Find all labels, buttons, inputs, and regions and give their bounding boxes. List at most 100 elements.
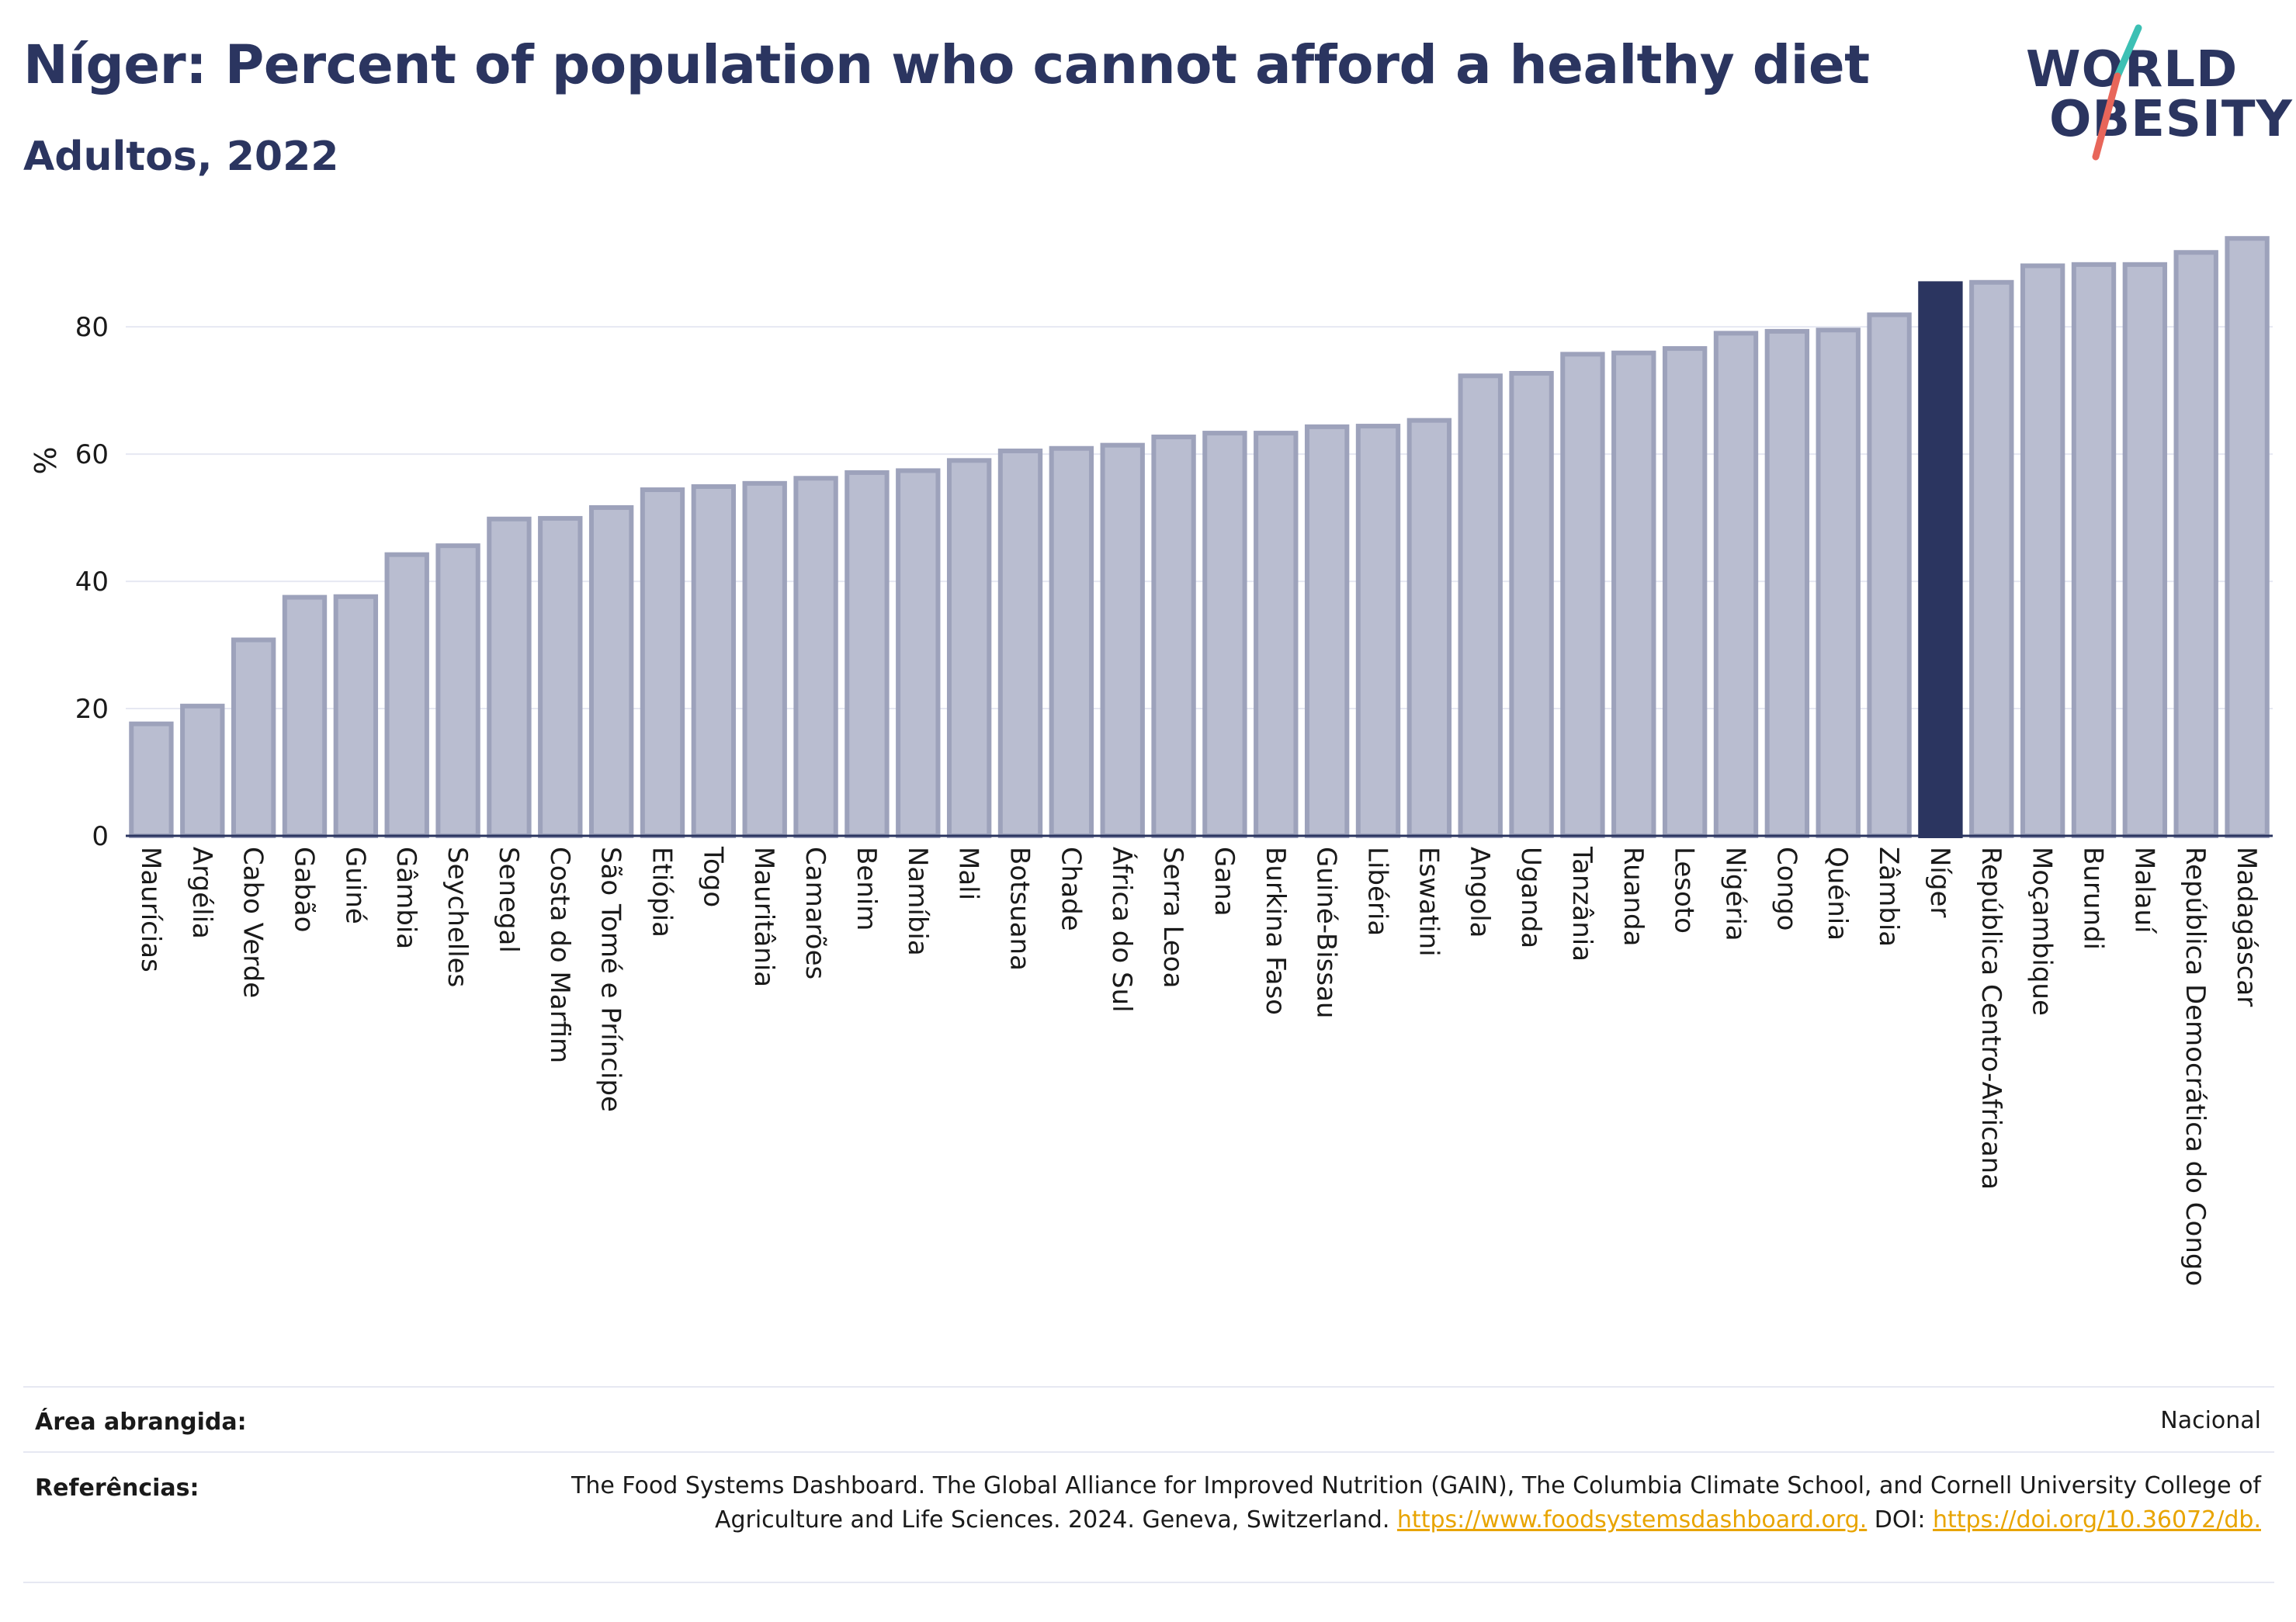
y-tick-label: 20 bbox=[75, 694, 109, 725]
x-tick-label: Cabo Verde bbox=[238, 847, 269, 998]
chart-title: Níger: Percent of population who cannot … bbox=[23, 34, 1870, 96]
x-tick-label: Níger bbox=[1924, 847, 1955, 917]
logo-line-2: OBESITY bbox=[2049, 91, 2293, 148]
x-tick-label: Mali bbox=[953, 847, 984, 900]
bar bbox=[1764, 328, 1810, 838]
y-tick-label: 0 bbox=[92, 821, 109, 852]
y-tick-label: 60 bbox=[75, 439, 109, 470]
x-tick-label: Lesoto bbox=[1669, 847, 1700, 934]
coverage-value: Nacional bbox=[2160, 1407, 2261, 1434]
x-tick-label: Nigéria bbox=[1720, 847, 1751, 941]
bar bbox=[1509, 371, 1554, 838]
footer-divider-top bbox=[23, 1386, 2274, 1388]
x-tick-label: Uganda bbox=[1515, 847, 1546, 948]
x-tick-label: Tanzânia bbox=[1566, 846, 1597, 962]
x-tick-label: Moçambique bbox=[2027, 847, 2058, 1016]
bar bbox=[2071, 262, 2117, 838]
x-tick-label: Libéria bbox=[1362, 847, 1393, 936]
y-tick-label: 80 bbox=[75, 312, 109, 343]
x-tick-label: Argélia bbox=[186, 847, 217, 939]
bar bbox=[896, 468, 941, 838]
bar bbox=[1611, 350, 1656, 838]
logo-slash-icon bbox=[2092, 24, 2142, 161]
bar bbox=[845, 470, 890, 838]
bar bbox=[742, 480, 787, 838]
x-tick-label: Serra Leoa bbox=[1157, 847, 1188, 988]
world-obesity-logo: WORLD OBESITY bbox=[2026, 23, 2292, 163]
x-tick-label: Guiné-Bissau bbox=[1311, 847, 1342, 1018]
bar bbox=[435, 543, 480, 838]
x-tick-label: Ruanda bbox=[1618, 847, 1649, 946]
bar bbox=[2020, 263, 2065, 838]
footer-divider-middle bbox=[23, 1451, 2274, 1453]
bar bbox=[946, 458, 992, 838]
references-doi-label: DOI: bbox=[1874, 1506, 1926, 1534]
bar bbox=[1662, 346, 1708, 838]
bar bbox=[1202, 431, 1247, 838]
references-block: The Food Systems Dashboard. The Global A… bbox=[476, 1469, 2261, 1537]
x-tick-label: Angola bbox=[1464, 847, 1495, 938]
bar bbox=[487, 516, 532, 838]
bar bbox=[1458, 373, 1503, 838]
bar bbox=[282, 594, 328, 838]
x-tick-label: Guiné bbox=[339, 847, 370, 924]
x-tick-label: Gana bbox=[1209, 847, 1240, 917]
x-tick-label: Quénia bbox=[1822, 847, 1853, 941]
x-tick-label: Maurícias bbox=[135, 847, 166, 972]
bar bbox=[691, 483, 737, 838]
bar bbox=[1304, 424, 1350, 838]
bar bbox=[1867, 312, 1912, 838]
x-tick-label: Madagáscar bbox=[2231, 847, 2262, 1007]
bar bbox=[1969, 279, 2014, 838]
bar bbox=[640, 487, 685, 838]
y-tick-label: 40 bbox=[75, 567, 109, 598]
bar bbox=[231, 637, 276, 838]
references-link-dashboard[interactable]: https://www.foodsystemsdashboard.org. bbox=[1396, 1506, 1868, 1534]
x-tick-label: República Democrática do Congo bbox=[2180, 847, 2211, 1286]
chart-subtitle: Adultos, 2022 bbox=[23, 133, 339, 180]
bar-highlight bbox=[1918, 281, 1963, 838]
references-link-doi[interactable]: https://doi.org/10.36072/db. bbox=[1933, 1506, 2261, 1534]
x-tick-label: República Centro-Africana bbox=[1975, 847, 2006, 1190]
x-tick-label: Botsuana bbox=[1004, 847, 1035, 971]
x-tick-label: Togo bbox=[697, 846, 728, 907]
footer-divider-bottom bbox=[23, 1582, 2274, 1583]
x-tick-label: Gâmbia bbox=[390, 847, 421, 949]
coverage-label: Área abrangida: bbox=[35, 1409, 247, 1436]
x-tick-label: Camarões bbox=[799, 847, 831, 979]
bar bbox=[333, 594, 379, 839]
logo-line-1: WORLD bbox=[2026, 41, 2239, 99]
bar bbox=[1816, 328, 1861, 838]
bar-chart: 0 20 40 60 80% Maurícias Argélia Cabo Verde Gabã… bbox=[29, 236, 2273, 1286]
x-tick-label: Congo bbox=[1771, 847, 1802, 931]
x-tick-label: Mauritânia bbox=[748, 847, 779, 987]
x-tick-label: Senegal bbox=[493, 847, 524, 953]
bar bbox=[538, 515, 583, 838]
x-tick-label: Benim bbox=[851, 847, 882, 931]
x-tick-label: Burundi bbox=[2078, 847, 2109, 950]
bar bbox=[2173, 250, 2218, 839]
bar bbox=[2122, 262, 2168, 838]
bar bbox=[1049, 445, 1094, 838]
bar bbox=[1713, 331, 1759, 839]
bar bbox=[180, 703, 225, 839]
x-tick-label: Eswatini bbox=[1413, 847, 1444, 957]
x-tick-label: São Tomé e Príncipe bbox=[595, 847, 626, 1112]
x-tick-label: Zâmbia bbox=[1873, 847, 1904, 947]
x-tick-label: Malauí bbox=[2128, 847, 2159, 934]
x-tick-label: Seychelles bbox=[442, 847, 473, 987]
bar bbox=[997, 449, 1043, 838]
x-tick-label: Namíbia bbox=[902, 847, 933, 956]
x-tick-label: Costa do Marfim bbox=[544, 847, 575, 1063]
bar bbox=[1560, 352, 1605, 838]
bar bbox=[2225, 236, 2270, 838]
y-axis-label: % bbox=[29, 446, 63, 474]
x-tick-label: Burkina Faso bbox=[1260, 847, 1291, 1015]
x-tick-label: Chade bbox=[1055, 847, 1086, 931]
x-tick-label: Gabão bbox=[289, 847, 320, 932]
bar bbox=[1406, 418, 1452, 839]
x-tick-label: Etiópia bbox=[647, 847, 678, 938]
references-label: Referências: bbox=[35, 1475, 199, 1502]
bar bbox=[129, 721, 174, 839]
bar bbox=[1100, 442, 1145, 838]
